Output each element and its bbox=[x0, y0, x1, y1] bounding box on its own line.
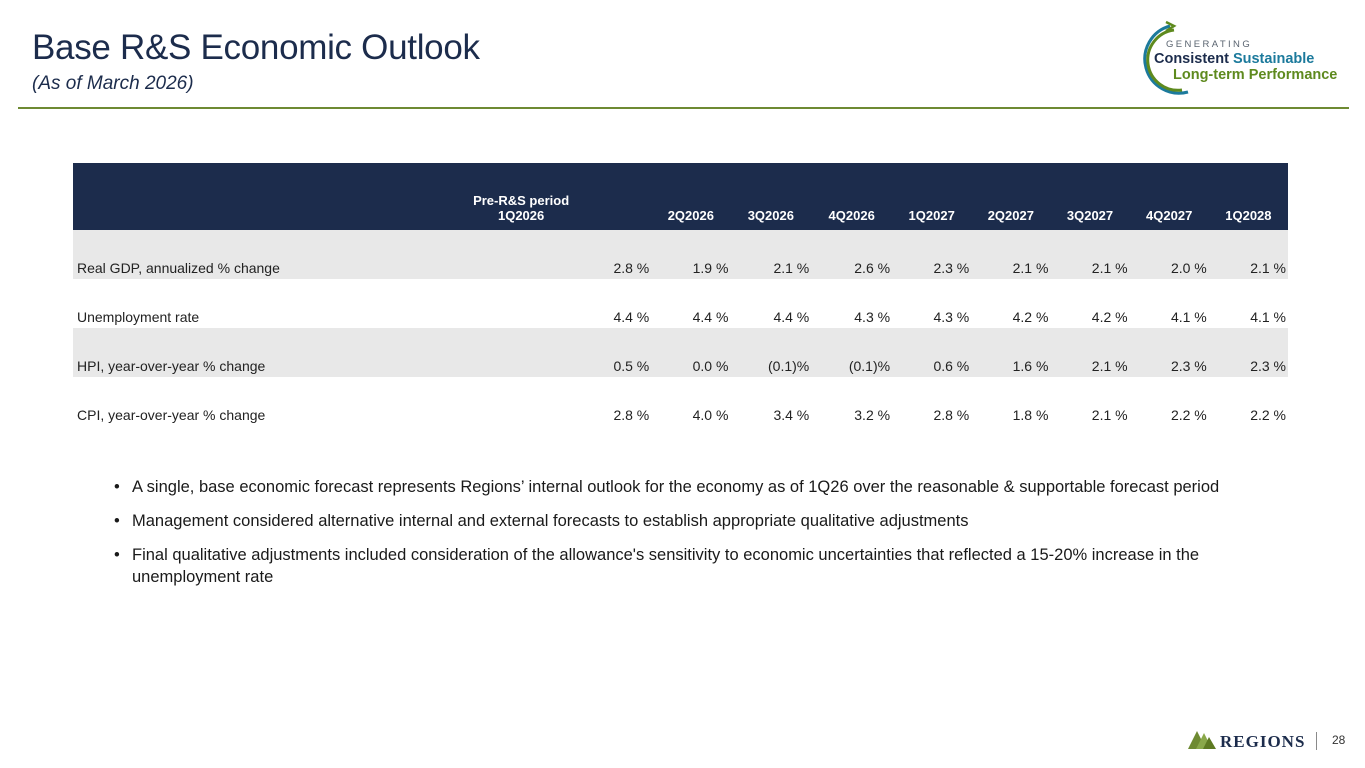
pre-period-label: Pre-R&S period bbox=[391, 163, 652, 208]
table-cell: (0.1)% bbox=[730, 328, 812, 377]
table-header-row-quarters: 1Q2026 2Q2026 3Q2026 4Q2026 1Q2027 2Q202… bbox=[73, 208, 1288, 230]
regions-brand-text: REGIONS bbox=[1220, 732, 1306, 751]
footer-divider bbox=[1316, 732, 1317, 750]
header-blank-cell bbox=[73, 208, 391, 230]
table-cell: 4.0 % bbox=[692, 407, 729, 423]
table-cell: 2.1 % bbox=[1208, 230, 1288, 279]
table-cell: 2.8 % bbox=[391, 230, 652, 279]
table-cell: 4.4 % bbox=[613, 309, 650, 325]
column-header: 1Q2027 bbox=[892, 208, 972, 230]
economic-outlook-table: Pre-R&S period 1Q2026 2Q2026 3Q2026 4Q20… bbox=[73, 163, 1288, 426]
table-cell: 0.0 % bbox=[651, 328, 731, 377]
column-header: 1Q2028 bbox=[1208, 208, 1288, 230]
header-blank-cell bbox=[1129, 163, 1209, 208]
header-blank-cell bbox=[1208, 163, 1288, 208]
row-label: CPI, year-over-year % change bbox=[77, 407, 266, 423]
list-item: • Management considered alternative inter… bbox=[114, 510, 1294, 532]
logo-line-2: Consistent Sustainable bbox=[1154, 51, 1314, 67]
column-header: 2Q2027 bbox=[971, 208, 1051, 230]
table-row-hpi: HPI, year-over-year % change 0.5 % 0.0 %… bbox=[73, 328, 1288, 377]
table-cell: 2.3 % bbox=[892, 230, 972, 279]
table-cell: 4.2 % bbox=[1091, 309, 1128, 325]
table-cell: 2.2 % bbox=[1170, 407, 1207, 423]
row-label: Real GDP, annualized % change bbox=[73, 230, 391, 279]
bullet-text: A single, base economic forecast represe… bbox=[132, 478, 1220, 496]
header-blank-cell bbox=[811, 163, 893, 208]
table-cell: 3.4 % bbox=[773, 407, 810, 423]
table-cell: 0.5 % bbox=[391, 328, 652, 377]
logo-consistent-text: Consistent bbox=[1154, 51, 1229, 67]
logo-sustainable-text: Sustainable bbox=[1232, 51, 1315, 67]
column-header: 3Q2026 bbox=[730, 208, 812, 230]
table-cell: 0.6 % bbox=[892, 328, 972, 377]
list-item: • Final qualitative adjustments included … bbox=[114, 544, 1294, 588]
column-header: 1Q2026 bbox=[391, 208, 652, 230]
table-cell: 4.3 % bbox=[933, 309, 970, 325]
table-row-unemployment: Unemployment rate 4.4 % 4.4 % 4.4 % 4.3 … bbox=[73, 279, 1288, 328]
table-cell: 2.1 % bbox=[1091, 407, 1128, 423]
table-cell: 4.3 % bbox=[854, 309, 891, 325]
table-header-row-top: Pre-R&S period bbox=[73, 163, 1288, 208]
regions-logo: REGIONS bbox=[1188, 728, 1308, 752]
table-cell: 2.0 % bbox=[1129, 230, 1209, 279]
table-cell: 2.1 % bbox=[1050, 230, 1130, 279]
column-header: 4Q2027 bbox=[1129, 208, 1209, 230]
table-cell: 2.3 % bbox=[1208, 328, 1288, 377]
column-header: 3Q2027 bbox=[1050, 208, 1130, 230]
column-header: 4Q2026 bbox=[811, 208, 893, 230]
swoosh-arrow-icon bbox=[1143, 20, 1189, 95]
header-blank-cell bbox=[73, 163, 391, 208]
logo-generating-text: GENERATING bbox=[1166, 39, 1253, 50]
table-cell: 4.4 % bbox=[692, 309, 729, 325]
header-blank-cell bbox=[1050, 163, 1130, 208]
key-points-list: • A single, base economic forecast repres… bbox=[114, 476, 1294, 600]
table-cell: 3.2 % bbox=[854, 407, 891, 423]
bullet-icon: • bbox=[114, 512, 120, 530]
table-cell: 1.9 % bbox=[651, 230, 731, 279]
table-cell: (0.1)% bbox=[811, 328, 893, 377]
header-blank-cell bbox=[971, 163, 1051, 208]
table-cell: 1.8 % bbox=[1012, 407, 1049, 423]
table-cell: 1.6 % bbox=[971, 328, 1051, 377]
row-label: Unemployment rate bbox=[77, 309, 200, 325]
header-blank-cell bbox=[892, 163, 972, 208]
bullet-icon: • bbox=[114, 546, 120, 564]
table-cell: 4.4 % bbox=[773, 309, 810, 325]
table-cell: 2.8 % bbox=[933, 407, 970, 423]
table-cell: 2.8 % bbox=[613, 407, 650, 423]
table-cell: 2.1 % bbox=[971, 230, 1051, 279]
table-cell: 2.2 % bbox=[1250, 407, 1286, 423]
list-item: • A single, base economic forecast repres… bbox=[114, 476, 1294, 498]
table-cell: 2.1 % bbox=[730, 230, 812, 279]
page-title: Base R&S Economic Outlook bbox=[32, 28, 480, 67]
table-cell: 2.3 % bbox=[1129, 328, 1209, 377]
page-number: 28 bbox=[1332, 733, 1346, 747]
table-cell: 4.1 % bbox=[1250, 309, 1286, 325]
page-subtitle: (As of March 2026) bbox=[32, 73, 194, 94]
table-cell: 2.6 % bbox=[811, 230, 893, 279]
bullet-text: Final qualitative adjustments included c… bbox=[132, 546, 1200, 586]
logo-performance-text: Long-term Performance bbox=[1173, 67, 1338, 83]
column-header: 2Q2026 bbox=[651, 208, 731, 230]
table-cell: 4.2 % bbox=[1012, 309, 1049, 325]
bullet-text: Management considered alternative intern… bbox=[132, 512, 969, 530]
bullet-icon: • bbox=[114, 478, 120, 496]
header-blank-cell bbox=[651, 163, 731, 208]
generating-performance-logo: GENERATING Consistent Sustainable Long-t… bbox=[1130, 20, 1345, 100]
table-cell: 4.1 % bbox=[1170, 309, 1207, 325]
header-blank-cell bbox=[730, 163, 812, 208]
row-label: HPI, year-over-year % change bbox=[73, 328, 391, 377]
table-row-gdp: Real GDP, annualized % change 2.8 % 1.9 … bbox=[73, 230, 1288, 279]
table-cell: 2.1 % bbox=[1050, 328, 1130, 377]
title-divider bbox=[18, 107, 1349, 109]
table-row-cpi: CPI, year-over-year % change 2.8 % 4.0 %… bbox=[73, 377, 1288, 426]
regions-triangle-icon bbox=[1188, 731, 1216, 749]
